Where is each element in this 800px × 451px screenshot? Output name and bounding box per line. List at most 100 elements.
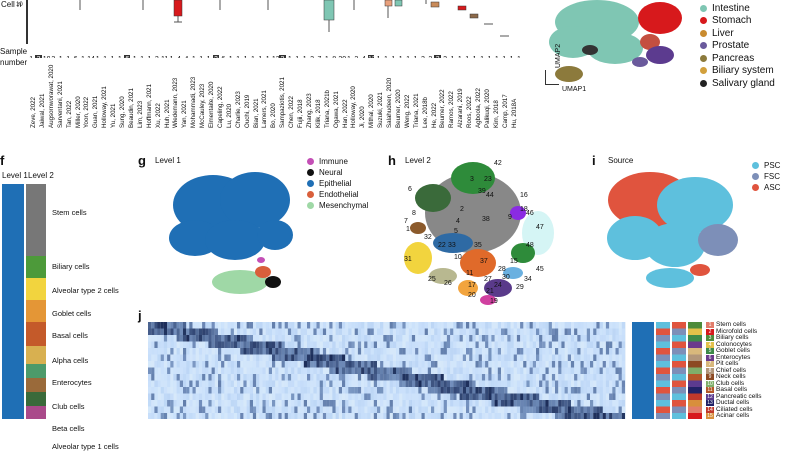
level2-cell-label: Enterocytes (52, 378, 92, 387)
organ-legend-item: Salivary gland (700, 77, 800, 90)
sample-number: 1 (138, 55, 146, 58)
sample-number: 1 (28, 55, 35, 58)
study-label: Hu, 2018A (510, 98, 518, 128)
sample-number: 3 (50, 55, 57, 58)
study-label: Bian, 2021 (252, 98, 260, 128)
sample-number: 1 (131, 55, 138, 58)
celltype-legend-item: 10 Club cells (706, 379, 800, 388)
study-label: Triana, 2021b (323, 90, 331, 128)
sample-number: 1 (109, 55, 116, 58)
legend-label: Endothelial (319, 190, 359, 199)
level1-legend-item: Epithelial (307, 178, 397, 189)
legend-label: Pancreas (712, 52, 755, 64)
cluster-label: 42 (494, 160, 502, 167)
legend-label: Mesenchymal (319, 201, 369, 210)
celltype-legend-item: 7 Pit cells (706, 360, 800, 368)
source-legend: PSC FSC ASC (752, 160, 800, 193)
level1-legend-item: Mesenchymal (307, 200, 397, 211)
cluster-label: 45 (536, 266, 544, 273)
sample-number: 14 (87, 55, 95, 58)
source-legend-item: FSC (752, 171, 800, 182)
source-legend-item: PSC (752, 160, 800, 171)
study-label: Sung, 2020 (119, 96, 126, 128)
sample-number: 1 (146, 55, 153, 58)
study-label: Beumer, 2022 (439, 89, 447, 128)
sample-number: 3 (35, 55, 42, 58)
celltype-number: 11 (706, 387, 714, 394)
study-label: Holloway, 2021 (101, 86, 109, 128)
sample-number: 1 (257, 55, 264, 58)
study-label: Agboola, 2022 (475, 88, 482, 128)
cluster-label: 30 (502, 274, 510, 281)
celltype-label: Stem cells (716, 321, 746, 328)
y-axis-label: Cell n (1, 0, 22, 9)
legend-swatch (307, 191, 314, 198)
celltype-label: Microfold cells (716, 327, 758, 335)
sample-number-row: 1310311611411116111211144111261111111221… (28, 48, 528, 58)
celltype-legend-item: 1 Stem cells (706, 321, 800, 329)
study-label: Camp, 2017 (501, 94, 509, 128)
study-label: Mohammadi, 2023 (190, 76, 198, 128)
study-label: Capeling, 2022 (216, 86, 224, 128)
study-label: Ramos, 2022 (448, 91, 456, 128)
study-label-row: Zeve, 2022 Jaiwal, 2021 Augsornworawat, 20… (28, 60, 528, 150)
umap-organ-plot (549, 0, 682, 82)
legend-label: Prostate (712, 40, 750, 52)
celltype-legend-item: 13 Ductal cells (706, 399, 800, 407)
sample-number: 2 (353, 55, 360, 58)
celltype-number: 7 (706, 361, 714, 368)
study-label: Zhang, 2023 (305, 93, 313, 128)
sample-number: 1 (79, 55, 87, 58)
celltype-label: Biliary cells (716, 334, 749, 341)
cluster-label: 27 (484, 276, 492, 283)
celltype-legend-item: 5 Goblet cells (706, 347, 800, 355)
sample-number: 1 (242, 55, 249, 58)
sample-number: 1 (412, 55, 419, 58)
sample-number: 1 (197, 55, 205, 58)
study-label: Lamers, 2021 (261, 90, 269, 128)
sample-number: 10 (42, 55, 51, 58)
study-label: Salahudeen, 2020 (386, 77, 393, 128)
sample-number: 1 (286, 55, 294, 58)
legend-swatch (307, 158, 314, 165)
celltype-label: Club cells (716, 379, 745, 387)
level2-cell-label: Alveolar type 2 cells (52, 286, 119, 295)
cluster-label: 5 (454, 228, 458, 235)
panel-g-title: Level 1 (155, 156, 181, 165)
level2-cell-label: Club cells (52, 402, 85, 411)
study-label: Yan, 2021 (181, 100, 189, 128)
panel-i-letter: i (592, 153, 596, 168)
study-label: Alzarani, 2019 (457, 88, 465, 128)
sample-number: 1 (294, 55, 301, 58)
legend-label: Epithelial (319, 179, 352, 188)
sample-number: 1 (249, 55, 257, 58)
study-label: Sampaziotis, 2021 (279, 77, 287, 128)
panel-i-title: Source (608, 156, 634, 165)
celltype-label: Basal cells (716, 386, 748, 393)
umap-level2-plot (404, 162, 554, 305)
sample-number: 2 (279, 55, 286, 58)
celltype-label: Colonocytes (716, 340, 752, 348)
level1-legend-item: Endothelial (307, 189, 397, 200)
sample-number: 1 (345, 55, 353, 58)
sample-number: 1 (404, 55, 412, 58)
celltype-legend-item: 4 Colonocytes (706, 340, 800, 349)
cluster-label: 7 (404, 218, 408, 225)
sample-number: 2 (212, 55, 220, 58)
cluster-label: 21 (486, 288, 494, 295)
study-label: Beumer, 2020 (394, 89, 402, 128)
celltype-legend-item: 2 Microfold cells (706, 327, 800, 336)
cluster-label: 4 (456, 218, 460, 225)
legend-swatch (307, 202, 314, 209)
sample-number: 1 (493, 55, 500, 58)
cluster-label: 39 (478, 188, 486, 195)
sample-number: 1 (94, 55, 101, 58)
study-label: Wiedemann, 2023 (172, 77, 180, 128)
sample-number: 1 (464, 55, 471, 58)
cluster-labels: 42 3 39 16 18 6 44 8 46 7 4 1 32 33 22 35 47 31 10 11 37 15 48… (398, 158, 558, 308)
cluster-label: 48 (526, 242, 534, 249)
organ-legend-item: Stomach (700, 15, 800, 28)
celltype-label: Ciliated cells (716, 405, 753, 413)
legend-label: Immune (319, 157, 348, 166)
sample-number: 2 (419, 55, 427, 58)
